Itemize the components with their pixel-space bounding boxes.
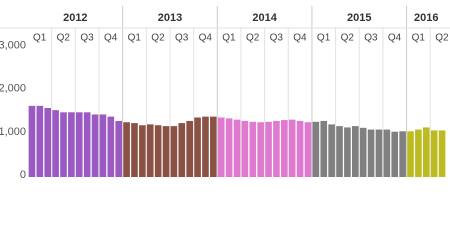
bar bbox=[312, 121, 320, 177]
bar bbox=[367, 129, 375, 177]
quarter-label: Q1 bbox=[412, 33, 426, 44]
bar bbox=[194, 117, 201, 177]
year-label: 2014 bbox=[252, 12, 277, 24]
bar bbox=[225, 118, 233, 177]
bar bbox=[407, 131, 414, 177]
bar bbox=[328, 124, 335, 177]
bar bbox=[399, 131, 406, 177]
chart: 2012 Q1 Q2 Q3 Q4 2013 Q1 Q2 Q3 Q4 2014 Q1 Q2 Q3 Q4 2015… bbox=[0, 6, 450, 181]
quarter-label: Q2 bbox=[435, 33, 449, 44]
bar bbox=[162, 126, 170, 177]
bar bbox=[28, 105, 36, 177]
bar bbox=[320, 120, 328, 177]
quarter-label: Q4 bbox=[388, 33, 402, 44]
bar bbox=[288, 119, 296, 177]
year-label: 2013 bbox=[158, 12, 182, 24]
quarter-label: Q2 bbox=[341, 33, 355, 44]
bar bbox=[217, 117, 225, 177]
bar bbox=[210, 116, 217, 177]
bar bbox=[123, 122, 130, 177]
bar bbox=[249, 121, 257, 177]
y-tick-label: 3,000 bbox=[0, 40, 26, 52]
bar bbox=[107, 116, 115, 177]
bar bbox=[344, 127, 351, 177]
quarter-label: Q3 bbox=[270, 33, 284, 44]
bar bbox=[422, 127, 430, 177]
bar bbox=[359, 127, 367, 177]
bar bbox=[91, 114, 99, 177]
quarter-label: Q1 bbox=[128, 33, 142, 44]
page: 2012 Q1 Q2 Q3 Q4 2013 Q1 Q2 Q3 Q4 2014 Q1 Q2 Q3 Q4 2015… bbox=[0, 6, 450, 181]
year-label: 2016 bbox=[414, 12, 438, 24]
bar bbox=[178, 123, 186, 177]
bar bbox=[273, 120, 280, 177]
quarter-label: Q2 bbox=[57, 33, 71, 44]
bar bbox=[281, 120, 288, 177]
y-tick-label: 0 bbox=[20, 169, 26, 181]
quarter-label: Q3 bbox=[80, 33, 94, 44]
quarter-label: Q4 bbox=[104, 33, 118, 44]
quarter-label: Q2 bbox=[151, 33, 165, 44]
bar bbox=[257, 122, 264, 177]
y-tick-label: 2,000 bbox=[0, 83, 26, 95]
bar bbox=[131, 123, 138, 177]
quarter-label: Q4 bbox=[199, 33, 213, 44]
bar bbox=[336, 126, 343, 177]
quarter-label: Q4 bbox=[293, 33, 307, 44]
bar bbox=[154, 125, 162, 177]
bar bbox=[202, 116, 209, 177]
bar bbox=[415, 129, 422, 177]
y-tick-label: 1,000 bbox=[0, 126, 26, 138]
year-label: 2012 bbox=[63, 12, 87, 24]
quarter-label: Q1 bbox=[222, 33, 236, 44]
bar bbox=[44, 108, 52, 177]
bar bbox=[99, 114, 107, 177]
bar bbox=[186, 120, 193, 177]
bar bbox=[170, 126, 178, 177]
bar bbox=[115, 120, 123, 177]
bar bbox=[75, 112, 83, 177]
bar bbox=[375, 129, 383, 177]
bar bbox=[296, 120, 304, 177]
bar bbox=[52, 110, 59, 177]
bar bbox=[304, 122, 312, 177]
quarter-label: Q2 bbox=[246, 33, 260, 44]
bar bbox=[68, 112, 75, 177]
bar bbox=[391, 131, 399, 177]
bar bbox=[36, 105, 44, 177]
year-label: 2015 bbox=[347, 12, 371, 24]
bar bbox=[438, 130, 446, 177]
bar bbox=[60, 112, 67, 177]
bar bbox=[83, 112, 91, 177]
bar bbox=[383, 129, 391, 177]
quarter-label: Q1 bbox=[317, 33, 331, 44]
quarter-label: Q3 bbox=[175, 33, 189, 44]
bar bbox=[351, 126, 359, 177]
bar bbox=[430, 130, 438, 177]
bar bbox=[241, 120, 249, 177]
quarter-label: Q1 bbox=[33, 33, 47, 44]
quarter-label: Q3 bbox=[364, 33, 378, 44]
bar bbox=[233, 119, 241, 177]
bar bbox=[139, 125, 146, 177]
bar bbox=[265, 121, 272, 177]
bar bbox=[146, 124, 154, 177]
